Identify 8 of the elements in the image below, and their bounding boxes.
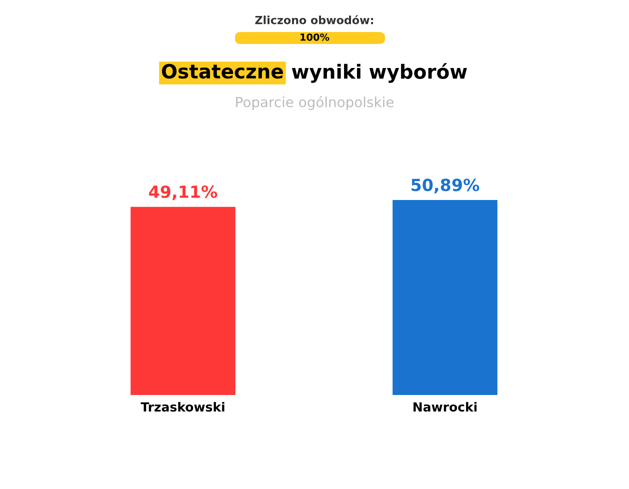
- data-label: 49,11%: [149, 185, 218, 200]
- x-tick-label: Trzaskowski: [140, 402, 224, 412]
- text: 100%: [300, 33, 330, 41]
- data-label: 50,89%: [412, 178, 480, 194]
- chart-title: Ostateczne wyniki wyborów: [162, 63, 467, 83]
- text: Zliczono obwodów:: [255, 15, 374, 24]
- x-tick-label: Nawrocki: [414, 402, 477, 412]
- chart-subtitle: Poparcie ogólnopolskie: [236, 96, 394, 110]
